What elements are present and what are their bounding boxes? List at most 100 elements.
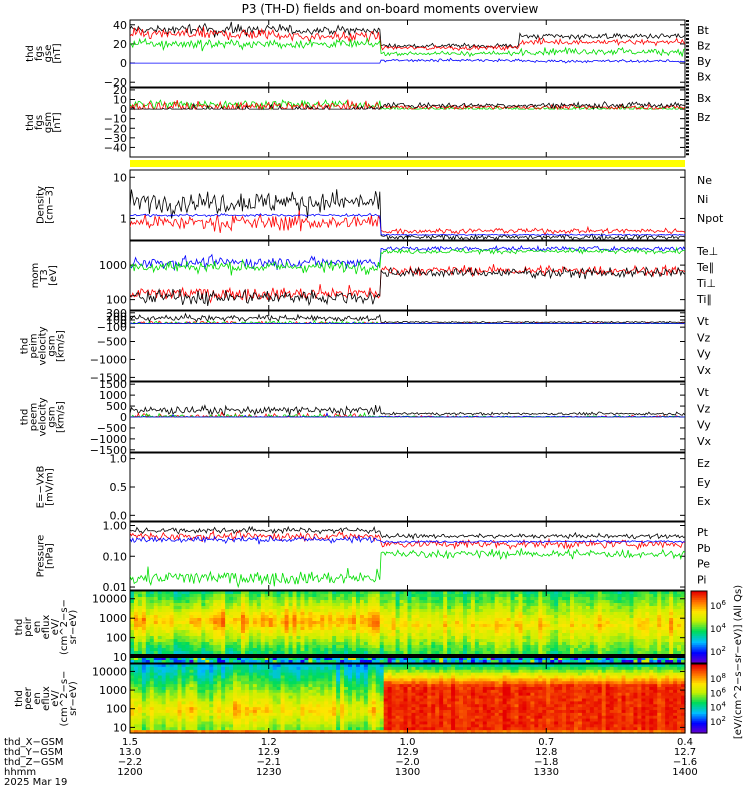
spectrogram-cell bbox=[633, 660, 639, 664]
spectrogram-cell bbox=[554, 627, 559, 631]
spectrogram-cell bbox=[375, 618, 381, 622]
spectrogram-cell bbox=[641, 633, 646, 637]
spectrogram-cell bbox=[248, 675, 254, 679]
spectrogram-cell bbox=[229, 669, 234, 674]
spectrogram-cell bbox=[256, 657, 262, 661]
spectrogram-cell bbox=[237, 692, 242, 697]
spectrogram-cell bbox=[466, 606, 472, 610]
spectrogram-cell bbox=[252, 707, 258, 711]
legend-entry: Te∥ bbox=[696, 261, 714, 274]
spectrogram-cell bbox=[427, 651, 432, 655]
spectrogram-cell bbox=[332, 594, 337, 598]
spectrogram-cell bbox=[209, 624, 214, 628]
spectrogram-cell bbox=[498, 657, 504, 661]
spectrogram-cell bbox=[526, 648, 531, 652]
spectrogram-cell bbox=[466, 642, 472, 646]
spectrogram-cell bbox=[197, 678, 202, 682]
spectrogram-cell bbox=[328, 701, 333, 705]
spectrogram-cell bbox=[637, 591, 642, 595]
spectrogram-cell bbox=[344, 664, 349, 668]
spectrogram-cell bbox=[193, 597, 198, 601]
spectrogram-cell bbox=[260, 630, 266, 634]
spectrogram-cell bbox=[669, 648, 674, 652]
spectrogram-cell bbox=[550, 618, 555, 622]
spectrogram-cell bbox=[617, 618, 623, 622]
spectrogram-cell bbox=[181, 657, 187, 661]
spectrogram-cell bbox=[260, 715, 266, 720]
spectrogram-cell bbox=[530, 612, 535, 616]
spectrogram-cell bbox=[355, 648, 361, 652]
spectrogram-cell bbox=[241, 664, 246, 668]
spectrogram-cell bbox=[229, 660, 234, 664]
spectrogram-cell bbox=[248, 645, 254, 649]
spectrogram-cell bbox=[209, 669, 214, 674]
spectrogram-cell bbox=[185, 633, 191, 637]
spectrogram-cell bbox=[506, 630, 512, 634]
spectrogram-cell bbox=[562, 618, 567, 622]
spectrogram-cell bbox=[280, 594, 286, 598]
spectrogram-cell bbox=[217, 710, 222, 714]
spectrogram-cell bbox=[558, 600, 563, 604]
spectrogram-cell bbox=[514, 618, 520, 622]
spectrogram-cell bbox=[308, 669, 313, 674]
spectrogram-cell bbox=[276, 591, 282, 595]
spectrogram-cell bbox=[593, 660, 599, 664]
spectrogram-cell bbox=[312, 672, 317, 677]
y-axis-label-line: thd bbox=[14, 619, 25, 636]
spectrogram-cell bbox=[300, 660, 306, 664]
spectrogram-cell bbox=[530, 609, 535, 613]
spectrogram-cell bbox=[193, 724, 198, 728]
spectrogram-cell bbox=[443, 606, 448, 610]
spectrogram-cell bbox=[229, 724, 234, 728]
spectrogram-cell bbox=[197, 718, 202, 723]
spectrogram-cell bbox=[550, 600, 555, 604]
spectrogram-cell bbox=[260, 645, 266, 649]
spectrogram-cell bbox=[589, 633, 595, 637]
spectrogram-cell bbox=[498, 621, 504, 625]
spectrogram-cell bbox=[276, 724, 282, 728]
spectrogram-cell bbox=[665, 636, 670, 640]
spectrogram-cell bbox=[153, 678, 159, 682]
spectrogram-cell bbox=[130, 591, 135, 595]
spectrogram-cell bbox=[641, 627, 646, 631]
spectrogram-cell bbox=[149, 591, 155, 595]
spectrogram-cell bbox=[296, 660, 302, 664]
spectrogram-cell bbox=[221, 618, 226, 622]
spectrogram-cell bbox=[312, 633, 317, 637]
spectrogram-cell bbox=[284, 692, 290, 697]
spectrogram-cell bbox=[169, 657, 175, 661]
spectrogram-cell bbox=[276, 627, 282, 631]
legend-entry: Bz bbox=[697, 111, 711, 124]
spectrogram-cell bbox=[149, 675, 155, 679]
spectrogram-cell bbox=[272, 609, 278, 613]
spectrogram-cell bbox=[550, 639, 555, 643]
spectrogram-cell bbox=[383, 612, 389, 616]
spectrogram-cell bbox=[189, 630, 195, 634]
spectrogram-cell bbox=[133, 609, 139, 613]
spectrogram-cell bbox=[463, 603, 468, 607]
spectrogram-cell bbox=[355, 615, 361, 619]
spectrogram-cell bbox=[145, 712, 151, 717]
spectrogram-cell bbox=[197, 698, 202, 702]
spectrogram-cell bbox=[173, 689, 179, 694]
spectrogram-cell bbox=[189, 597, 195, 601]
spectrogram-cell bbox=[181, 633, 187, 637]
spectrogram-cell bbox=[435, 597, 440, 601]
spectrogram-cell bbox=[300, 730, 306, 734]
spectrogram-cell bbox=[300, 704, 306, 708]
spectrogram-cell bbox=[661, 594, 666, 598]
spectrogram-cell bbox=[534, 615, 539, 619]
spectrogram-cell bbox=[669, 615, 674, 619]
spectrogram-cell bbox=[371, 645, 377, 649]
spectrogram-cell bbox=[237, 712, 242, 717]
spectrogram-cell bbox=[459, 609, 464, 613]
spectrogram-cell bbox=[145, 618, 151, 622]
spectrogram-cell bbox=[455, 627, 460, 631]
spectrogram-cell bbox=[296, 687, 302, 691]
spectrogram-cell bbox=[574, 648, 579, 652]
spectrogram-cell bbox=[550, 594, 555, 598]
spectrogram-cell bbox=[466, 618, 472, 622]
spectrogram-cell bbox=[502, 597, 508, 601]
spectrogram-cell bbox=[300, 594, 306, 598]
spectrogram-cell bbox=[280, 695, 286, 700]
